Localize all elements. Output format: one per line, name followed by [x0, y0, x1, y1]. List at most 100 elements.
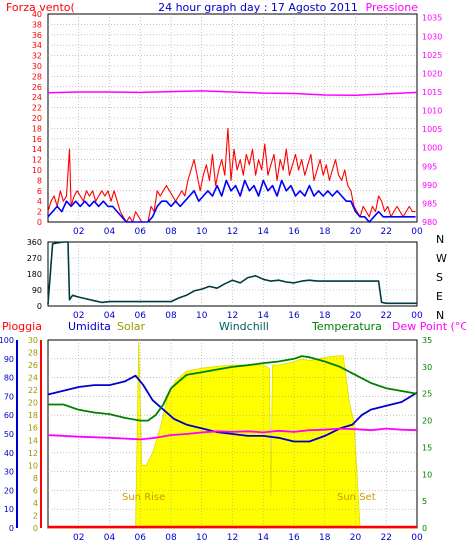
solar-y-tick: 2 [33, 511, 38, 520]
humidity-y-tick: 60 [4, 411, 14, 420]
wind-y-tick: 36 [32, 31, 42, 40]
wind-x-tick: 22 [381, 227, 392, 237]
wind-y-tick: 32 [32, 52, 42, 61]
humidity-y-tick: 80 [4, 374, 14, 383]
wind-y-tick: 28 [32, 72, 42, 81]
wind-y-tick: 12 [32, 156, 42, 165]
wind-y-tick: 14 [32, 145, 42, 154]
humidity-y-tick: 10 [4, 505, 14, 514]
temperature-y-tick: 20 [422, 417, 432, 426]
direction-x-tick: 14 [258, 311, 270, 321]
direction-y-tick: 360 [27, 238, 42, 247]
sunrise-label: Sun Rise [122, 492, 165, 503]
wind-y-tick: 40 [32, 10, 42, 19]
pressure-y-tick: 1035 [422, 14, 442, 23]
temperature-y-tick: 15 [422, 443, 432, 452]
wind-average-line [47, 179, 416, 223]
pressure-y-tick: 1020 [422, 69, 442, 78]
solar-y-tick: 6 [33, 486, 38, 495]
direction-y-tick: 180 [27, 270, 42, 279]
dewpoint-legend: Dew Point (°C) [392, 320, 466, 333]
humidity-y-tick: 100 [0, 336, 14, 345]
solar-legend: Solar [117, 320, 146, 333]
direction-x-tick: 20 [350, 311, 362, 321]
wind-y-tick: 38 [32, 20, 42, 29]
wind-y-tick: 22 [32, 104, 42, 113]
direction-x-tick: 02 [73, 311, 84, 321]
chart-title: 24 hour graph day : 17 Agosto 2011 [158, 1, 358, 14]
compass-label-s: S [436, 271, 443, 284]
wind-x-tick: 14 [258, 227, 270, 237]
climate-x-tick: 14 [258, 533, 270, 543]
humidity-y-tick: 90 [4, 355, 14, 364]
humidity-line [47, 374, 418, 443]
humidity-y-tick: 40 [4, 449, 14, 458]
direction-x-tick: 12 [227, 311, 238, 321]
climate-panel: 0102030405060708090100024681012141618202… [0, 336, 432, 543]
compass-label-n: N [436, 233, 444, 246]
wind-x-tick: 20 [350, 227, 362, 237]
solar-y-tick: 18 [28, 411, 38, 420]
solar-y-tick: 10 [28, 461, 38, 470]
direction-x-tick: 06 [135, 311, 147, 321]
temperature-y-tick: 30 [422, 363, 432, 372]
direction-x-tick: 16 [288, 311, 300, 321]
climate-x-tick: 04 [104, 533, 116, 543]
wind-y-tick: 4 [37, 197, 42, 206]
temperature-y-tick: 25 [422, 390, 432, 399]
wind-y-tick: 30 [32, 62, 42, 71]
temperature-y-tick: 0 [422, 524, 427, 533]
wind-y-tick: 18 [32, 124, 42, 133]
climate-x-tick: 06 [135, 533, 147, 543]
temperature-y-tick: 10 [422, 470, 432, 479]
rain-legend: Pioggia [2, 320, 42, 333]
wind-x-tick: 06 [135, 227, 147, 237]
humidity-y-tick: 70 [4, 392, 14, 401]
pressure-y-tick: 1025 [422, 51, 442, 60]
wind-x-tick: 10 [196, 227, 208, 237]
pressure-y-tick: 1010 [422, 107, 442, 116]
wind-y-tick: 24 [32, 93, 42, 102]
direction-x-tick: 08 [165, 311, 177, 321]
dewpoint-line [47, 427, 418, 441]
pressure-y-tick: 980 [422, 218, 437, 227]
humidity-y-tick: 0 [9, 524, 14, 533]
humidity-legend: Umidita [68, 320, 111, 333]
wind-x-tick: 02 [73, 227, 84, 237]
windchill-legend: Windchill [219, 320, 269, 333]
climate-x-tick: 10 [196, 533, 208, 543]
direction-x-tick: 22 [381, 311, 392, 321]
humidity-y-tick: 50 [4, 430, 14, 439]
wind-y-tick: 10 [32, 166, 42, 175]
climate-x-tick: 12 [227, 533, 238, 543]
wind-y-tick: 8 [37, 176, 42, 185]
temperature-y-tick: 5 [422, 497, 427, 506]
climate-x-tick: 18 [319, 533, 331, 543]
wind-x-tick: 16 [288, 227, 300, 237]
wind-x-tick: 12 [227, 227, 238, 237]
solar-y-tick: 22 [28, 386, 38, 395]
wind-pressure-panel: 0246810121416182022242628303234363840980… [32, 10, 443, 237]
compass-label-n: N [436, 309, 444, 322]
direction-x-tick: 04 [104, 311, 116, 321]
compass-label-e: E [436, 290, 443, 303]
climate-x-tick: 20 [350, 533, 362, 543]
climate-x-tick: 22 [381, 533, 392, 543]
pressure-y-tick: 990 [422, 181, 437, 190]
direction-y-tick: 90 [32, 286, 42, 295]
pressure-y-tick: 1030 [422, 32, 442, 41]
solar-y-tick: 24 [28, 374, 38, 383]
compass-label-w: W [436, 252, 447, 265]
direction-y-tick: 0 [37, 302, 42, 311]
pressure-y-tick: 995 [422, 162, 437, 171]
climate-x-tick: 08 [165, 533, 177, 543]
pressure-axis-label: Pressione [366, 1, 419, 14]
solar-y-tick: 20 [28, 399, 38, 408]
humidity-y-tick: 30 [4, 468, 14, 477]
direction-x-tick: 18 [319, 311, 331, 321]
wind-x-tick: 04 [104, 227, 116, 237]
pressure-y-tick: 985 [422, 199, 437, 208]
